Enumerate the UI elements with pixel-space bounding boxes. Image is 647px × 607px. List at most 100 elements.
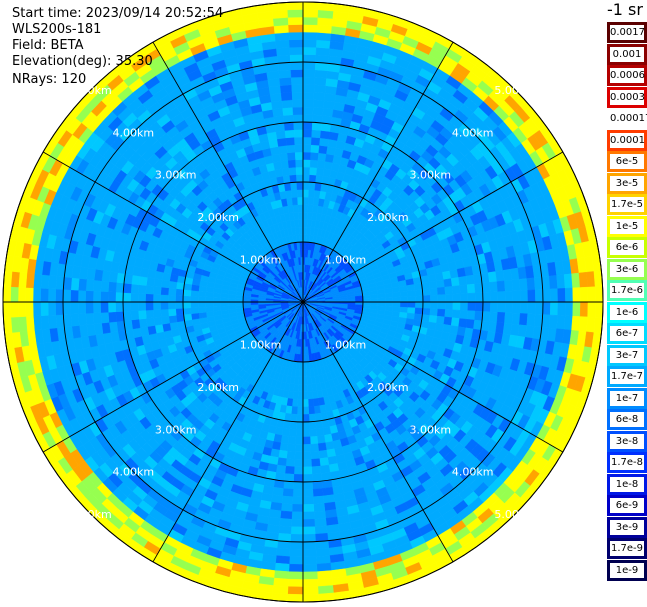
range-gate-cell (308, 189, 315, 198)
field-name: Field: BETA (12, 38, 84, 53)
range-gate-cell (292, 99, 304, 108)
range-gate-cell (78, 313, 87, 326)
range-gate-cell (318, 145, 328, 155)
range-gate-cell (302, 489, 314, 498)
range-gate-cell (413, 282, 423, 291)
range-gate-cell (437, 286, 446, 296)
range-gate-cell (312, 107, 324, 116)
range-gate-cell (302, 99, 314, 108)
colorbar-swatch: 0.0017 (607, 22, 647, 43)
range-gate-cell (302, 504, 315, 513)
range-gate-cell (92, 290, 101, 303)
range-gate-cell (311, 137, 321, 146)
range-gate-cell (235, 301, 244, 306)
range-gate-cell (302, 16, 319, 26)
range-gate-cell (85, 301, 94, 314)
range-gate-cell (48, 275, 58, 290)
range-gate-cell (281, 167, 290, 177)
range-gate-cell (307, 196, 315, 206)
colorbar-swatch: 3e-9 (607, 516, 647, 538)
colorbar-swatch: 1e-6 (607, 301, 647, 323)
range-gate-cell (287, 578, 304, 588)
range-gate-cell (296, 181, 304, 190)
range-gate-cell (167, 301, 176, 310)
range-gate-cell (302, 136, 312, 145)
range-gate-cell (459, 284, 468, 294)
colorbar-label: 1.7e-8 (610, 455, 644, 470)
range-gate-cell (33, 273, 43, 289)
range-gate-cell (307, 398, 315, 408)
range-gate-cell (302, 129, 313, 138)
colorbar-label: 0.001 (610, 46, 644, 62)
range-gate-cell (274, 32, 290, 42)
colorbar-label: 6e-8 (610, 412, 644, 427)
range-gate-cell (314, 62, 329, 71)
range-gate-cell (289, 39, 304, 48)
range-gate-cell (302, 406, 310, 415)
range-gate-cell (302, 181, 310, 190)
range-gate-cell (63, 313, 72, 328)
range-gate-cell (145, 293, 154, 303)
range-gate-cell (287, 9, 304, 18)
range-gate-cell (511, 312, 521, 325)
range-gate-cell (197, 306, 207, 314)
colorbar-label: 1e-6 (610, 304, 644, 320)
range-gate-cell (302, 31, 318, 41)
range-gate-cell (527, 289, 536, 303)
range-gate-cell (298, 369, 304, 378)
range-gate-cell (302, 376, 308, 385)
range-gate-cell (302, 144, 312, 153)
range-gate-cell (298, 376, 304, 385)
range-gate-cell (309, 428, 318, 438)
colorbar-label: 3e-5 (610, 175, 644, 191)
range-gate-cell (436, 279, 445, 289)
range-gate-cell (302, 121, 313, 130)
range-gate-cell (302, 496, 314, 505)
colorbar-label: 3e-6 (610, 261, 644, 277)
range-gate-cell (422, 295, 431, 303)
range-label: 1.00km (325, 338, 367, 351)
range-gate-cell (302, 436, 311, 445)
range-gate-cell (400, 296, 409, 303)
range-gate-cell (175, 301, 184, 309)
range-gate-cell (443, 278, 453, 288)
range-gate-cell (314, 525, 328, 535)
range-gate-cell (168, 315, 178, 324)
range-gate-cell (115, 282, 125, 293)
range-gate-cell (18, 271, 28, 288)
range-gate-cell (302, 391, 309, 400)
range-gate-cell (175, 308, 184, 316)
range-gate-cell (25, 272, 35, 289)
range-gate-cell (370, 301, 379, 307)
range-gate-cell (312, 488, 324, 497)
range-gate-cell (197, 296, 206, 303)
range-gate-cell (527, 301, 536, 315)
range-gate-cell (279, 77, 292, 86)
range-gate-cell (298, 384, 304, 393)
range-label: 4.00km (113, 126, 155, 139)
start-time: Start time: 2023/09/14 20:52:54 (12, 6, 224, 21)
range-gate-cell (399, 290, 409, 298)
range-gate-cell (302, 593, 319, 603)
range-gate-cell (289, 548, 304, 558)
range-gate-cell (302, 106, 314, 115)
beta-field-fill (2, 1, 604, 603)
range-label: 3.00km (409, 423, 451, 436)
range-gate-cell (571, 272, 581, 289)
range-gate-cell (519, 313, 528, 326)
range-gate-cell (70, 277, 80, 291)
range-gate-cell (100, 311, 110, 324)
range-gate-cell (227, 297, 236, 303)
range-label: 1.00km (325, 254, 367, 267)
range-gate-cell (25, 315, 35, 332)
range-gate-cell (437, 308, 446, 318)
range-gate-cell (190, 301, 199, 309)
range-gate-cell (288, 166, 297, 176)
range-gate-cell (526, 277, 536, 291)
range-gate-cell (305, 361, 311, 370)
range-gate-cell (415, 295, 424, 303)
range-gate-cell (292, 481, 304, 490)
range-gate-cell (48, 314, 58, 329)
range-gate-cell (138, 318, 148, 329)
range-gate-cell (145, 301, 154, 311)
